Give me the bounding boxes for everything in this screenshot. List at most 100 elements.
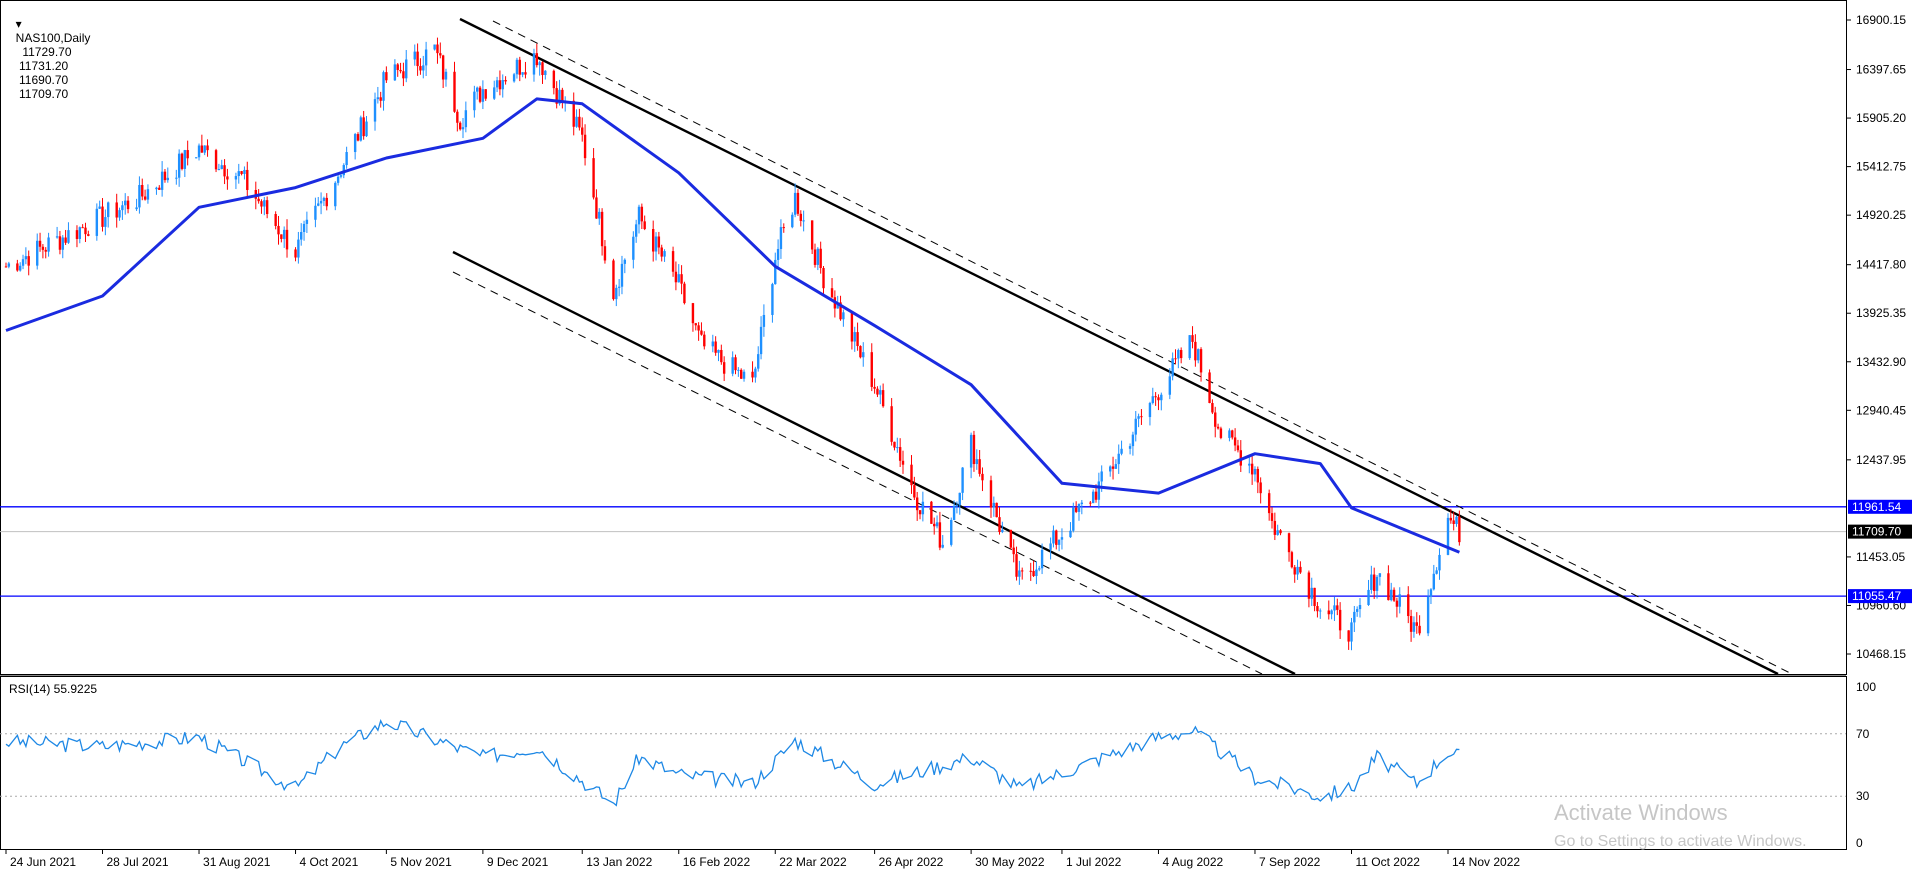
candle-body: [1392, 589, 1396, 601]
candle-body: [1455, 516, 1458, 524]
candle-body: [44, 249, 47, 252]
symbol-label: NAS100,Daily: [15, 31, 91, 45]
y-tick-label: 10468.15: [1856, 647, 1906, 661]
channel-upper-line[interactable]: [459, 17, 1779, 676]
rsi-tick-label: 0: [1856, 836, 1863, 850]
y-tick-label: 11453.05: [1856, 550, 1905, 564]
candle-body: [1074, 507, 1078, 512]
candle-body: [1310, 587, 1313, 599]
candle-body: [160, 171, 164, 190]
candle-body: [36, 240, 39, 266]
candle-body: [1231, 430, 1234, 438]
y-tick-label: 15905.20: [1856, 111, 1906, 125]
candle-body: [791, 214, 794, 228]
candle-body: [1001, 529, 1004, 532]
y-tick-label: 14417.80: [1856, 258, 1906, 272]
dropdown-arrow-icon[interactable]: ▾: [15, 17, 22, 31]
candle-body: [294, 249, 297, 258]
candle-body: [1094, 491, 1098, 500]
candle-body: [1057, 539, 1061, 545]
candle-body: [981, 473, 984, 481]
candle-body: [541, 62, 544, 76]
candle-body: [265, 200, 269, 215]
candle-body: [634, 224, 638, 237]
candle-body: [952, 505, 956, 520]
candle-body: [873, 386, 876, 389]
candle-body: [674, 271, 678, 283]
candle-body: [654, 236, 658, 252]
candle-body: [720, 349, 723, 363]
candle-body: [1188, 335, 1191, 359]
candle-body: [578, 116, 581, 128]
candle-body: [779, 227, 783, 249]
x-tick-label: 24 Jun 2021: [10, 855, 76, 869]
candle-body: [1330, 610, 1333, 615]
x-tick-label: 11 Oct 2022: [1355, 855, 1420, 869]
candle-body: [1052, 530, 1055, 544]
candle-body: [305, 219, 309, 224]
candle-body: [660, 247, 663, 257]
candle-body: [263, 200, 266, 207]
candle-body: [101, 206, 104, 227]
candle-body: [461, 127, 465, 130]
channel-upper-dashed-line[interactable]: [492, 20, 1793, 675]
candle-body: [961, 467, 964, 493]
candle-body: [138, 184, 141, 208]
candle-body: [651, 229, 655, 252]
candle-body: [853, 332, 856, 342]
candle-body: [163, 171, 167, 181]
candle-body: [300, 231, 303, 240]
candle-body: [1157, 397, 1160, 401]
candle-body: [998, 517, 1001, 532]
candle-body: [623, 259, 627, 264]
candle-body: [518, 59, 521, 75]
candle-body: [1100, 471, 1103, 482]
candle-body: [1276, 530, 1279, 535]
candle-body: [18, 265, 22, 271]
candle-body: [1338, 609, 1342, 631]
candle-body: [325, 197, 328, 207]
candle-body: [1350, 622, 1353, 642]
candle-body: [21, 259, 25, 266]
candle-body: [1293, 567, 1296, 575]
candle-body: [175, 177, 178, 179]
candle-body: [1415, 622, 1418, 626]
candle-body: [575, 116, 578, 127]
candle-body: [1458, 516, 1461, 543]
candle-body: [419, 66, 422, 71]
x-tick-label: 4 Oct 2021: [300, 855, 359, 869]
candle-body: [734, 357, 737, 371]
candle-body: [1018, 570, 1021, 577]
candle-body: [802, 220, 805, 222]
candle-body: [16, 263, 19, 271]
candle-body: [683, 283, 686, 304]
candle-body: [1140, 416, 1143, 418]
candle-body: [444, 71, 448, 80]
candle-body: [893, 441, 896, 448]
candle-body: [561, 89, 564, 103]
candle-body: [1148, 403, 1152, 418]
candle-body: [1233, 437, 1237, 446]
x-tick-label: 31 Aug 2021: [203, 855, 271, 869]
candle-body: [632, 236, 635, 260]
channel-lower-dashed-line[interactable]: [452, 271, 1263, 675]
candle-body: [285, 229, 289, 250]
candle-body: [476, 87, 479, 92]
x-tick-label: 9 Dec 2021: [487, 855, 549, 869]
candle-body: [521, 72, 524, 75]
candle-body: [532, 53, 536, 75]
candle-body: [1117, 453, 1120, 465]
candle-body: [200, 145, 204, 153]
y-tick-label: 14920.25: [1856, 208, 1906, 222]
candle-body: [1035, 569, 1038, 577]
candle-body: [1089, 502, 1092, 504]
candle-body: [615, 287, 618, 300]
rsi-tick-label: 100: [1856, 680, 1876, 694]
price-tag: [1848, 499, 1912, 514]
candle-body: [1194, 341, 1197, 361]
candle-body: [1253, 468, 1257, 475]
candle-body: [842, 312, 845, 320]
channel-lower-line[interactable]: [452, 250, 1296, 676]
candle-body: [558, 89, 561, 104]
